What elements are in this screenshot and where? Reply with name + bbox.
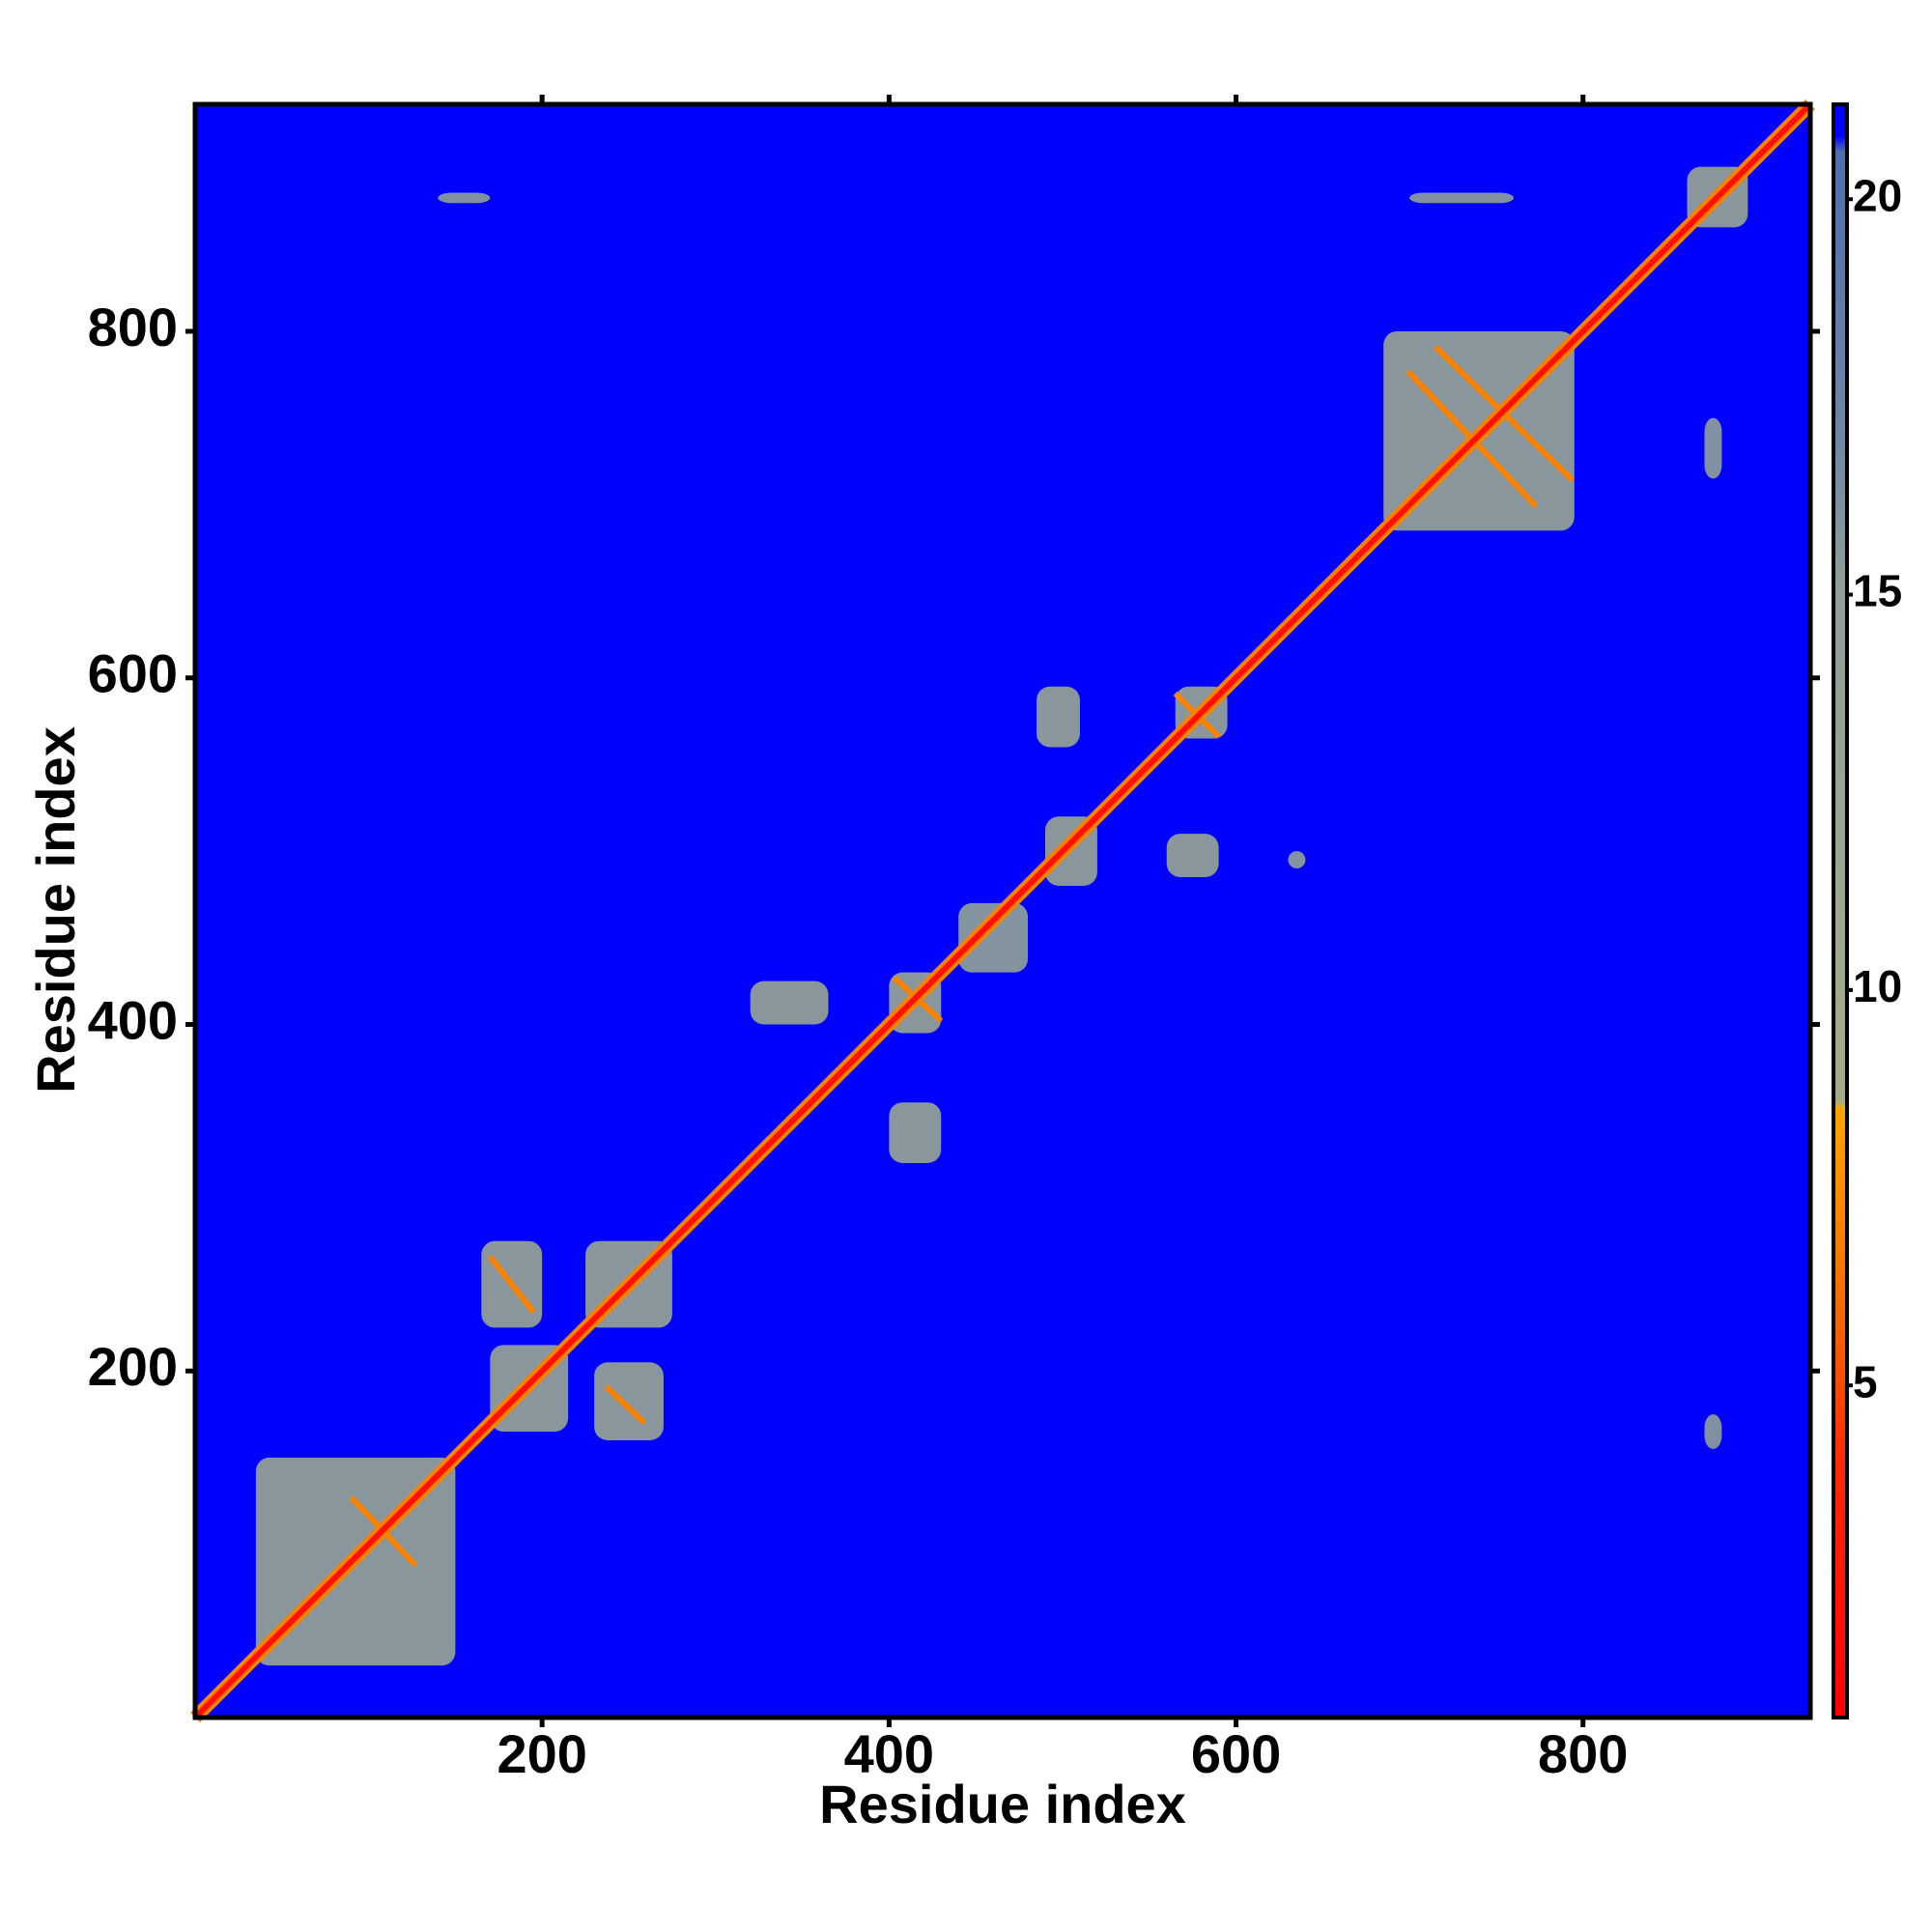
x-tick-label: 200 <box>497 1723 586 1784</box>
y-tick-label: 200 <box>88 1336 178 1397</box>
x-tick-label: 600 <box>1191 1723 1281 1784</box>
y-tick-label: 800 <box>88 297 178 357</box>
y-tick-label: 600 <box>88 643 178 704</box>
colorbar <box>1832 102 1849 1719</box>
heatmap-patch <box>1704 417 1722 479</box>
x-axis-label: Residue index <box>819 1774 1186 1834</box>
heatmap-streak <box>487 1255 536 1315</box>
heatmap-patch <box>438 192 491 204</box>
colorbar-tick-label: 10 <box>1853 961 1902 1011</box>
y-tick-label: 400 <box>88 989 178 1050</box>
plot-frame <box>192 101 1813 1720</box>
heatmap-patch <box>1288 851 1306 869</box>
heatmap-patch <box>1166 834 1219 878</box>
heatmap-patch <box>1409 192 1514 204</box>
heatmap-patch <box>1704 1414 1722 1449</box>
heatmap-patch <box>958 902 1029 973</box>
diagonal <box>192 101 1813 1720</box>
heatmap-patch <box>750 980 829 1025</box>
x-tick-label: 800 <box>1538 1723 1628 1784</box>
colorbar-tick-label: 20 <box>1853 170 1902 220</box>
colorbar-tick-label: 5 <box>1853 1356 1878 1406</box>
heatmap-patch <box>594 1362 664 1440</box>
heatmap-streak <box>604 1384 647 1426</box>
x-tick-label: 400 <box>844 1723 934 1784</box>
colorbar-tick-label: 15 <box>1853 566 1902 616</box>
y-axis-label: Residue index <box>25 726 86 1094</box>
heatmap-patch <box>889 1102 942 1163</box>
heatmap-patch <box>1037 686 1080 748</box>
